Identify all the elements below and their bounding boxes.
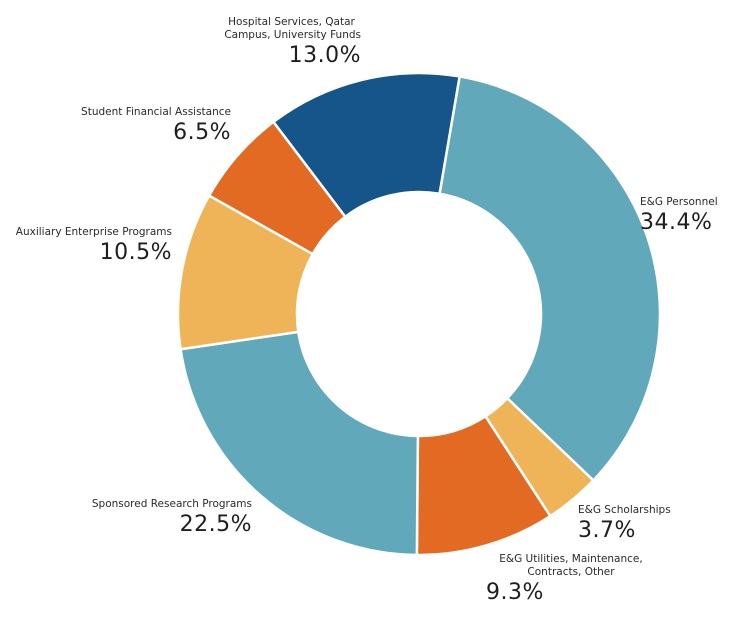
label-auxiliary-enterprise: Auxiliary Enterprise Programs 10.5% xyxy=(0,226,172,267)
slice-label-name: E&G Personnel xyxy=(640,196,718,208)
slice-label-name-line1: E&G Utilities, Maintenance, xyxy=(499,553,643,565)
slice-label-value: 22.5% xyxy=(179,512,252,537)
donut-slice-sponsored-research-programs xyxy=(179,330,420,557)
slice-label-value: 10.5% xyxy=(99,240,172,265)
label-e-and-g-personnel: E&G Personnel 34.4% xyxy=(640,196,740,237)
donut-slice-e-g-personnel xyxy=(438,75,662,482)
label-student-financial-assistance: Student Financial Assistance 6.5% xyxy=(30,106,231,147)
slice-label-value: 34.4% xyxy=(640,210,713,235)
slice-label-name: Student Financial Assistance xyxy=(81,106,231,118)
slice-label-value: 3.7% xyxy=(578,518,636,543)
slice-label-name-line2: Contracts, Other xyxy=(527,566,615,578)
label-e-and-g-scholarships: E&G Scholarships 3.7% xyxy=(578,504,698,545)
slice-label-value: 13.0% xyxy=(288,43,361,68)
slice-label-name: E&G Scholarships xyxy=(578,504,671,516)
donut-slice-hospital-services-qatar-campus-university-funds xyxy=(272,71,461,219)
label-sponsored-research: Sponsored Research Programs 22.5% xyxy=(60,498,252,539)
label-e-and-g-utilities: E&G Utilities, Maintenance, Contracts, O… xyxy=(486,553,656,607)
slice-label-value: 9.3% xyxy=(486,580,544,605)
slice-label-name: Auxiliary Enterprise Programs xyxy=(15,226,172,238)
slice-label-value: 6.5% xyxy=(173,120,231,145)
slice-label-name-line2: Campus, University Funds xyxy=(224,29,361,41)
slice-label-name: Sponsored Research Programs xyxy=(91,498,252,510)
slice-label-name-line1: Hospital Services, Qatar xyxy=(228,16,355,28)
label-hospital-services: Hospital Services, Qatar Campus, Univers… xyxy=(200,16,361,70)
